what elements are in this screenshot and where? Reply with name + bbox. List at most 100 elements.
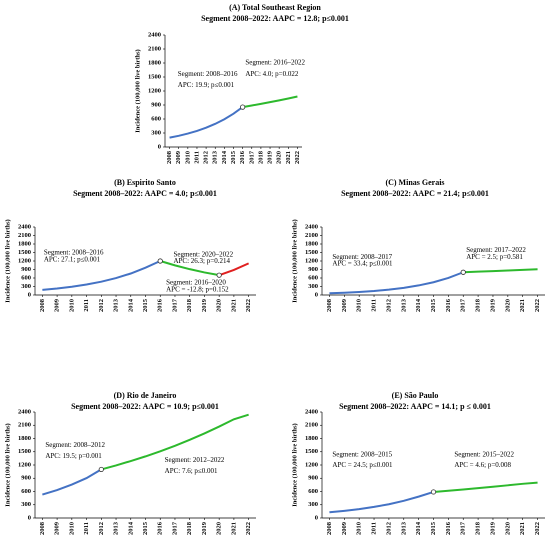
x-tick-label: 2020	[276, 151, 283, 164]
y-tick-label: 1800	[18, 240, 31, 247]
panel-subtitle: Segment 2008–2022: AAPC = 12.8; p≤0.001	[201, 14, 349, 23]
y-tick-label: 2400	[305, 223, 318, 230]
joinpoint	[430, 489, 437, 495]
annotation: APC: 19.5; p=0.001	[45, 452, 102, 460]
y-tick-label: 1500	[148, 73, 161, 80]
x-tick-label: 2016	[157, 298, 164, 312]
x-tick-label: 2019	[201, 521, 208, 535]
x-tick-label: 2020	[216, 299, 223, 312]
x-tick-label: 2012	[203, 151, 210, 164]
y-tick-label: 300	[151, 129, 161, 136]
x-tick-label: 2010	[68, 522, 75, 535]
annotation: APC: 7.6; p≤0.001	[165, 467, 218, 475]
x-tick-label: 2017	[171, 521, 178, 535]
annotation: Segment: 2008–2016	[44, 249, 104, 257]
x-tick-label: 2010	[356, 299, 363, 312]
x-tick-label: 2017	[171, 298, 178, 312]
y-tick-label: 0	[315, 514, 318, 521]
x-tick-label: 2018	[475, 521, 482, 535]
x-tick-label: 2013	[400, 521, 407, 535]
annotation: APC = 24.5; p≤0.001	[332, 461, 393, 469]
y-tick-label: 900	[308, 266, 318, 273]
annotation: Segment: 2008–2012	[45, 441, 105, 449]
x-tick-label: 2011	[371, 299, 378, 312]
x-tick-label: 2009	[341, 298, 348, 312]
x-tick-label: 2019	[489, 298, 496, 312]
y-tick-label: 1200	[305, 461, 318, 468]
y-tick-label: 1200	[18, 461, 31, 468]
annotation: APC = 2.5; p=0.581	[466, 253, 523, 261]
x-tick-label: 2013	[113, 298, 120, 312]
y-tick-label: 2100	[305, 422, 318, 429]
panel-subtitle: Segment 2008–2022: AAPC = 21.4; p≤0.001	[341, 189, 489, 198]
y-tick-label: 2400	[148, 31, 161, 38]
series-line	[463, 268, 538, 274]
x-tick-label: 2012	[98, 522, 105, 535]
y-tick-label: 1800	[305, 240, 318, 247]
series-line	[329, 490, 434, 514]
panel: (A) Total Southeast Region Segment 2008–2…	[134, 3, 348, 164]
x-tick-label: 2016	[157, 521, 164, 535]
x-tick-label: 2013	[113, 521, 120, 535]
joinpoint	[460, 269, 466, 275]
y-tick-label: 1500	[18, 249, 31, 256]
y-tick-label: 0	[28, 291, 31, 298]
x-tick-label: 2020	[504, 299, 511, 312]
x-tick-label: 2013	[212, 150, 219, 164]
y-tick-label: 1200	[148, 87, 161, 94]
panel-title: (D) Rio de Janeiro	[114, 391, 177, 400]
x-tick-label: 2021	[519, 522, 526, 535]
series-line	[218, 262, 250, 277]
y-tick-label: 2100	[18, 232, 31, 239]
panel-title: (C) Minas Gerais	[385, 178, 444, 187]
x-tick-label: 2009	[341, 521, 348, 535]
x-tick-label: 2009	[175, 150, 182, 164]
y-tick-label: 2100	[18, 422, 31, 429]
x-tick-label: 2011	[193, 151, 200, 164]
y-axis-label: Incidence (100,000 live births)	[134, 49, 141, 132]
annotation: APC = 4.6; p=0.008	[454, 461, 511, 469]
x-tick-label: 2021	[285, 151, 292, 164]
x-tick-label: 2010	[356, 522, 363, 535]
x-tick-label: 2011	[83, 299, 90, 312]
y-tick-label: 1800	[18, 435, 31, 442]
x-tick-label: 2018	[186, 521, 193, 535]
y-tick-label: 1500	[305, 448, 318, 455]
x-tick-label: 2017	[460, 521, 467, 535]
panel-subtitle: Segment 2008–2022: AAPC = 10.9; p≤0.001	[71, 402, 219, 411]
x-tick-label: 2008	[326, 521, 333, 535]
series-line	[242, 95, 298, 109]
annotation: Segment: 2016–2020	[166, 279, 226, 287]
panel: (D) Rio de Janeiro Segment 2008–2022: AAP…	[4, 391, 256, 535]
series-line	[433, 481, 538, 493]
y-tick-label: 300	[308, 501, 318, 508]
joinpoint	[98, 466, 104, 473]
y-tick-label: 1200	[18, 257, 31, 264]
annotation: APC: 26.3; p=0.214	[173, 257, 230, 265]
y-tick-label: 900	[21, 475, 31, 482]
y-tick-label: 2100	[148, 45, 161, 52]
x-tick-label: 2014	[415, 521, 422, 535]
x-tick-label: 2020	[216, 522, 223, 535]
y-tick-label: 1800	[305, 435, 318, 442]
x-tick-label: 2013	[400, 298, 407, 312]
annotation: APC: 27.1; p≤0.001	[44, 255, 101, 263]
x-tick-label: 2022	[534, 522, 541, 535]
y-tick-label: 300	[21, 501, 31, 508]
x-tick-label: 2008	[39, 298, 46, 312]
series-line	[42, 468, 102, 496]
series-line	[159, 260, 220, 277]
annotation: APC: 19.9; p≤0.001	[178, 81, 235, 89]
series-line	[42, 260, 161, 291]
x-tick-label: 2008	[39, 521, 46, 535]
x-tick-label: 2016	[445, 521, 452, 535]
x-tick-label: 2014	[127, 521, 134, 535]
x-tick-label: 2014	[127, 298, 134, 312]
y-tick-label: 600	[21, 488, 31, 495]
x-tick-label: 2021	[230, 299, 237, 312]
annotation: Segment: 2008–2015	[332, 450, 392, 458]
y-tick-label: 0	[28, 514, 31, 521]
y-tick-label: 1500	[18, 448, 31, 455]
x-tick-label: 2011	[83, 522, 90, 535]
x-tick-label: 2012	[385, 299, 392, 312]
